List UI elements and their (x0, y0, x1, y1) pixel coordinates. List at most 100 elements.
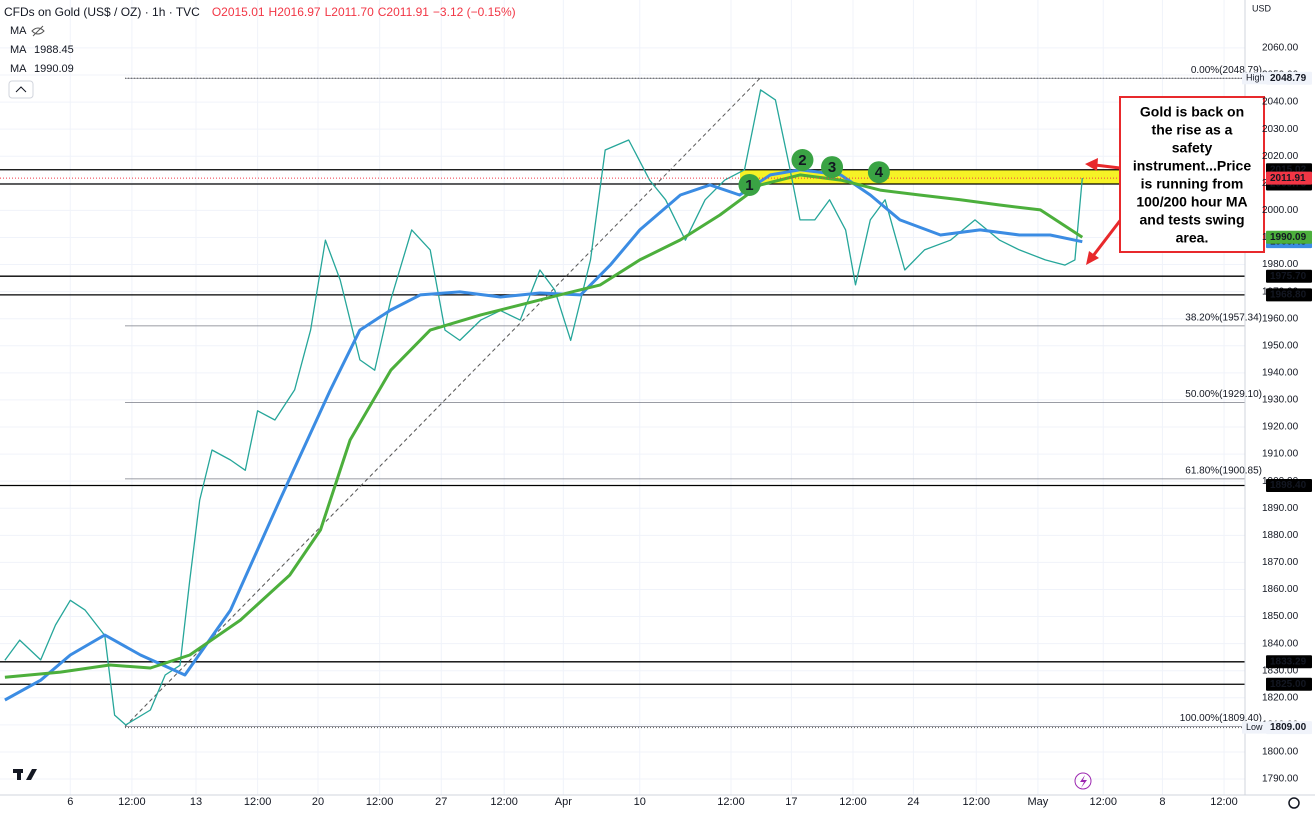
extreme-tag: 1809.00 (1270, 722, 1307, 733)
annotation-line: safety (1172, 140, 1213, 156)
settings-gear[interactable] (1288, 797, 1300, 809)
extreme-name: Low (1246, 722, 1263, 732)
y-tick-label: 2030.00 (1262, 124, 1299, 135)
marker (821, 156, 844, 179)
legend-name: MA (10, 63, 27, 75)
ohlc-value: C2011.91 (378, 5, 429, 19)
settings-icon[interactable] (1288, 797, 1300, 809)
fib-label: 61.80%(1900.85) (1185, 466, 1262, 477)
y-tick-label: 2020.00 (1262, 151, 1299, 162)
level-tag: 1825.00 (1270, 679, 1307, 690)
level-tag-box (1266, 288, 1312, 302)
ohlc-value: −3.12 (−0.15%) (433, 5, 516, 19)
ohlc-value: L2011.70 (325, 5, 374, 19)
fib-label: 38.20%(1957.34) (1185, 313, 1262, 324)
level-tag: 2015.02 (1270, 164, 1307, 175)
close-tag-box (1266, 171, 1312, 185)
annotation-line: instrument...Price (1133, 158, 1251, 174)
y-tick-label: 1870.00 (1262, 557, 1299, 568)
legend: MA 1988.45 MA 1990.09 (10, 44, 74, 75)
level-tag-box (1266, 479, 1312, 493)
y-tick-label: 1860.00 (1262, 584, 1299, 595)
y-tick-label: 1830.00 (1262, 665, 1299, 676)
legend-value: 1990.09 (34, 63, 74, 75)
extreme-name-box (1242, 721, 1266, 734)
annotation-box (1119, 96, 1265, 253)
y-tick-label: 1850.00 (1262, 611, 1299, 622)
annotation-line: is running from (1141, 176, 1244, 192)
collapse-button[interactable] (8, 80, 34, 99)
moving-average (4, 168, 1083, 702)
y-tick-label: 2060.00 (1262, 43, 1299, 54)
y-tick-label: 1820.00 (1262, 692, 1299, 703)
y-tick-label: 1840.00 (1262, 638, 1299, 649)
level-tag: 1898.40 (1270, 480, 1307, 491)
fib-label: 0.00%(2048.79) (1191, 65, 1262, 76)
symbol: CFDs on Gold (US$ / OZ) · 1h · TVC (4, 5, 200, 19)
y-tick-label: 2040.00 (1262, 97, 1299, 108)
ohlc-value: O2015.01 (212, 5, 265, 19)
marker (791, 149, 814, 172)
annotation-line: and tests swing (1139, 212, 1244, 228)
extreme-tag-box (1266, 721, 1312, 735)
y-tick-label: 1890.00 (1262, 503, 1299, 514)
y-tick-label: 1980.00 (1262, 259, 1299, 270)
eye-icon (31, 25, 45, 37)
collapse-icon (15, 86, 27, 93)
x-tick-label: Apr (555, 796, 572, 808)
x-tick-label: 24 (907, 796, 919, 808)
price-line (4, 89, 1083, 726)
marker-label: 1 (745, 177, 753, 194)
level-tag: 1968.80 (1270, 290, 1307, 301)
x-tick-label: 17 (785, 796, 797, 808)
annotation-line: 100/200 hour MA (1136, 194, 1247, 210)
x-tick-label: 12:00 (490, 796, 518, 808)
x-tick-label: 12:00 (244, 796, 272, 808)
x-tick-label: May (1028, 796, 1049, 808)
y-tick-label: 1950.00 (1262, 340, 1299, 351)
x-tick-label: 12:00 (963, 796, 991, 808)
y-tick-label: 1880.00 (1262, 530, 1299, 541)
y-tick-label: 2000.00 (1262, 205, 1299, 216)
marker-label: 3 (828, 159, 836, 176)
plot-area: 0.00%(2048.79) 38.20%(1957.34) 50.00%(1929… (0, 0, 1262, 795)
extreme-tag: 2048.79 (1270, 73, 1307, 84)
x-tick-label: 27 (435, 796, 447, 808)
header: CFDs on Gold (US$ / OZ) · 1h · TVC O2015.… (4, 5, 516, 19)
x-tick-label: 20 (312, 796, 324, 808)
annotation-line: the rise as a (1152, 122, 1233, 138)
alert-bolt (1080, 775, 1087, 788)
extreme-name: High (1246, 73, 1265, 83)
x-tick-label: 13 (190, 796, 202, 808)
annotation-line: area. (1176, 230, 1209, 246)
y-tick-label: 1790.00 (1262, 774, 1299, 785)
y-tick-label: 1920.00 (1262, 422, 1299, 433)
x-tick-label: 6 (67, 796, 73, 808)
alert-icon[interactable] (1074, 772, 1092, 790)
x-tick-label: 12:00 (1089, 796, 1117, 808)
ma-tag-box (1266, 230, 1312, 244)
x-tick-label: 12:00 (1210, 796, 1238, 808)
marker-label: 2 (798, 152, 806, 169)
annotation-line: Gold is back on (1140, 104, 1244, 120)
x-tick-label: 8 (1159, 796, 1165, 808)
legend-value: 1988.45 (34, 44, 74, 56)
annotation: Gold is back on the rise as a safety instru… (1133, 104, 1251, 246)
x-tick-label: 12:00 (118, 796, 146, 808)
hidden-indicator: MA (10, 25, 27, 37)
swing-area (740, 169, 1245, 184)
y-tick-label: 1960.00 (1262, 313, 1299, 324)
tv-logo (13, 769, 37, 780)
level-tag-box (1266, 269, 1312, 283)
level-tag-box (1266, 655, 1312, 669)
level-tag: 1833.29 (1270, 656, 1307, 667)
marker (738, 173, 761, 196)
extreme-tag-box (1266, 71, 1312, 85)
y-tick-label: 1940.00 (1262, 367, 1299, 378)
level-tag-box (1266, 677, 1312, 691)
marker-label: 4 (875, 164, 884, 181)
fib-label: 50.00%(1929.10) (1185, 389, 1262, 400)
currency: USD (1252, 3, 1272, 13)
